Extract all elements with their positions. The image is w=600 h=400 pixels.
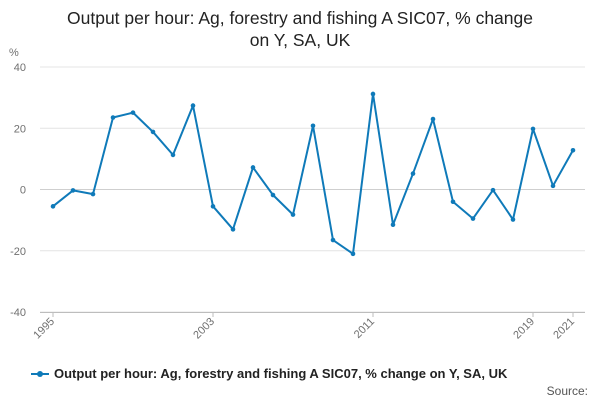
legend-swatch (31, 368, 49, 380)
data-point (510, 217, 516, 222)
data-point (310, 123, 316, 129)
data-point (190, 103, 196, 108)
x-tick-label: 2019 (511, 316, 537, 342)
legend-label: Output per hour: Ag, forestry and fishin… (54, 366, 508, 381)
data-point (230, 227, 236, 232)
data-point (410, 171, 416, 176)
chart-title-line-2: on Y, SA, UK (249, 30, 351, 50)
legend[interactable]: Output per hour: Ag, forestry and fishin… (31, 366, 507, 381)
x-tick-label: 2011 (352, 316, 377, 341)
data-point (50, 204, 56, 209)
x-tick-label: 2021 (551, 316, 577, 342)
y-tick-label: 0 (20, 185, 26, 197)
chart-title-line-1: Output per hour: Ag, forestry and fishin… (67, 8, 533, 28)
y-axis-label: % (9, 47, 19, 59)
y-tick-label: -20 (10, 246, 26, 258)
y-tick-label: 20 (14, 123, 26, 135)
data-point (150, 129, 156, 135)
data-point (270, 192, 276, 198)
data-point (110, 115, 116, 120)
series-line (52, 92, 574, 255)
data-point (470, 216, 476, 221)
data-point (90, 191, 96, 197)
data-point (350, 251, 356, 257)
data-point (250, 165, 256, 170)
data-point (550, 183, 556, 189)
data-point (210, 204, 216, 209)
legend-swatch-marker (37, 370, 43, 377)
data-point (170, 152, 176, 158)
data-point (570, 148, 576, 153)
x-tick-label: 2003 (191, 316, 217, 342)
source-label: Source: (546, 384, 588, 398)
data-point (450, 199, 456, 205)
y-tick-label: -40 (10, 307, 26, 319)
data-point (430, 116, 436, 122)
data-point (490, 187, 496, 193)
data-point (70, 188, 76, 193)
data-point (330, 237, 336, 243)
y-tick-label: 40 (14, 62, 26, 74)
data-point (130, 110, 136, 115)
x-tick-label: 1995 (31, 316, 57, 342)
chart-title: Output per hour: Ag, forestry and fishin… (0, 7, 600, 51)
data-point (530, 126, 536, 132)
data-point (290, 212, 296, 217)
data-point (370, 91, 376, 97)
data-point (390, 222, 396, 228)
